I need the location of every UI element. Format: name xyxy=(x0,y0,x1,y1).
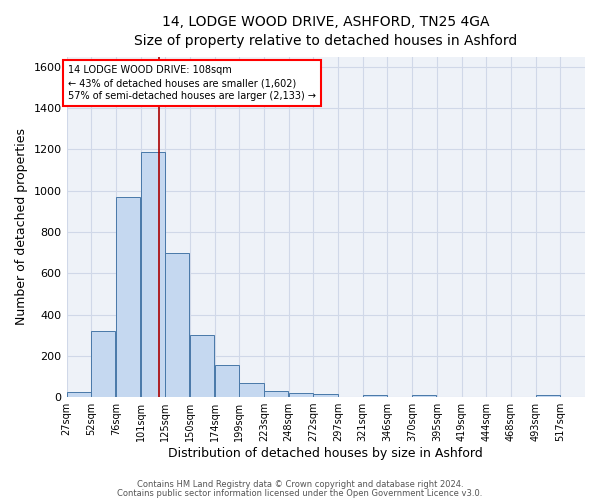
Title: 14, LODGE WOOD DRIVE, ASHFORD, TN25 4GA
Size of property relative to detached ho: 14, LODGE WOOD DRIVE, ASHFORD, TN25 4GA … xyxy=(134,15,517,48)
Bar xyxy=(313,394,338,397)
Y-axis label: Number of detached properties: Number of detached properties xyxy=(15,128,28,326)
Bar xyxy=(412,395,436,397)
Bar xyxy=(91,331,115,397)
Text: Contains public sector information licensed under the Open Government Licence v3: Contains public sector information licen… xyxy=(118,488,482,498)
Bar xyxy=(190,335,214,397)
Text: 14 LODGE WOOD DRIVE: 108sqm
← 43% of detached houses are smaller (1,602)
57% of : 14 LODGE WOOD DRIVE: 108sqm ← 43% of det… xyxy=(68,65,316,102)
Bar xyxy=(116,197,140,397)
Bar xyxy=(67,392,91,397)
X-axis label: Distribution of detached houses by size in Ashford: Distribution of detached houses by size … xyxy=(169,447,483,460)
Bar xyxy=(264,391,288,397)
Bar xyxy=(165,252,190,397)
Text: Contains HM Land Registry data © Crown copyright and database right 2024.: Contains HM Land Registry data © Crown c… xyxy=(137,480,463,489)
Bar xyxy=(363,395,387,397)
Bar xyxy=(536,395,560,397)
Bar xyxy=(215,365,239,397)
Bar xyxy=(289,393,313,397)
Bar xyxy=(140,152,165,397)
Bar xyxy=(239,382,263,397)
